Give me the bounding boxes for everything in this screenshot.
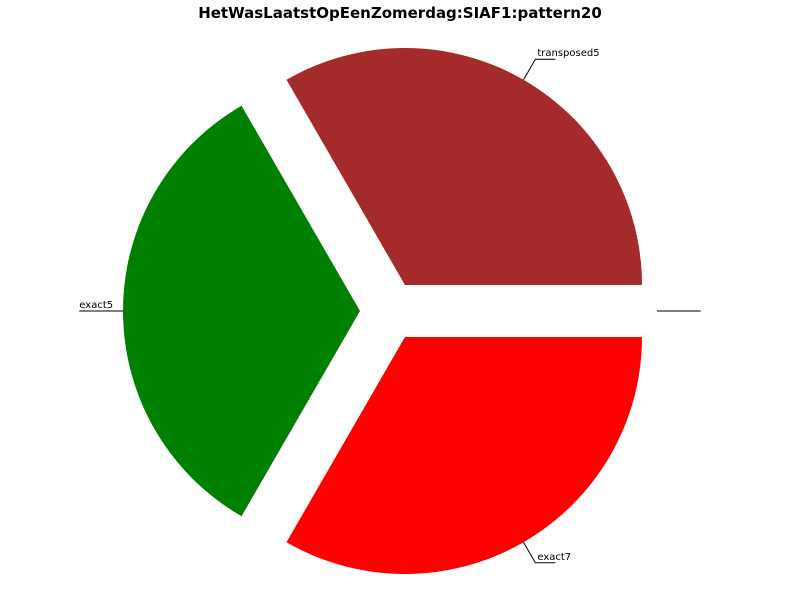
pie-slice-exact7 bbox=[286, 336, 642, 574]
slice-label-transposed5: transposed5 bbox=[537, 48, 599, 59]
slice-label-exact7: exact7 bbox=[537, 552, 571, 563]
labels-layer: transposed5 exact5 exact7 bbox=[79, 48, 701, 564]
slice-label-exact5: exact5 bbox=[79, 300, 113, 311]
pie-slice-transposed5 bbox=[286, 48, 642, 286]
slices-layer bbox=[123, 48, 642, 574]
leader-line-exact7 bbox=[523, 541, 556, 564]
chart-title: HetWasLaatstOpEenZomerdag:SIAF1:pattern2… bbox=[198, 4, 602, 22]
pie-slice-exact5 bbox=[123, 105, 360, 517]
leader-line-transposed5 bbox=[523, 58, 556, 81]
